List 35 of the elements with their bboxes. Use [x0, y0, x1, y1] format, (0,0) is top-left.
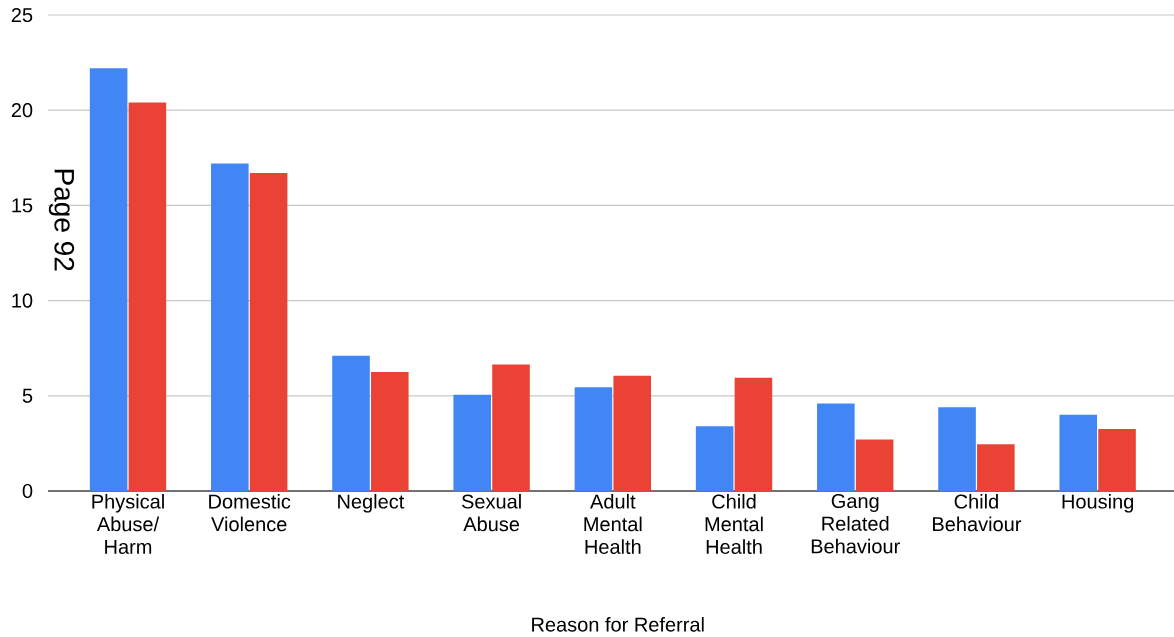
y-tick-label: 5	[22, 388, 33, 403]
y-tick-label: 10	[12, 293, 33, 308]
bar	[817, 403, 855, 491]
bar	[211, 163, 249, 491]
annotation: Page 92	[48, 169, 75, 271]
bar	[1098, 429, 1136, 491]
y-tick-label: 25	[11, 7, 33, 23]
x-tick-label: Adult Mental Health	[584, 493, 642, 554]
bar	[695, 426, 734, 491]
bar	[613, 375, 651, 491]
x-tick-label: Neglect	[338, 493, 405, 513]
x-tick-label: Sexual Abuse	[461, 493, 521, 532]
bar	[89, 68, 128, 491]
bar	[1059, 414, 1098, 491]
bar	[332, 355, 370, 491]
y-tick-label: 0	[22, 483, 33, 499]
y-tick-label: 15	[12, 198, 33, 213]
x-tick-label: Housing	[1062, 493, 1134, 513]
x-axis-title: Reason for Referral	[532, 616, 704, 632]
x-tick-label: Child Behaviour	[933, 493, 1022, 532]
bar	[453, 394, 492, 491]
x-tick-label: Gang Related Behaviour	[811, 493, 900, 554]
x-tick-label: Child Mental Health	[705, 493, 763, 554]
bar	[855, 439, 894, 491]
bar	[574, 387, 613, 491]
bar	[128, 102, 167, 491]
x-tick-label: Physical Abuse/ Harm	[92, 493, 164, 554]
bar	[371, 372, 409, 491]
bar	[492, 364, 530, 491]
bar	[249, 173, 288, 491]
bar	[734, 377, 773, 491]
bar	[938, 407, 976, 491]
x-tick-label: Domestic Violence	[209, 493, 291, 532]
bar	[977, 444, 1015, 491]
y-tick-label: 20	[11, 103, 33, 118]
